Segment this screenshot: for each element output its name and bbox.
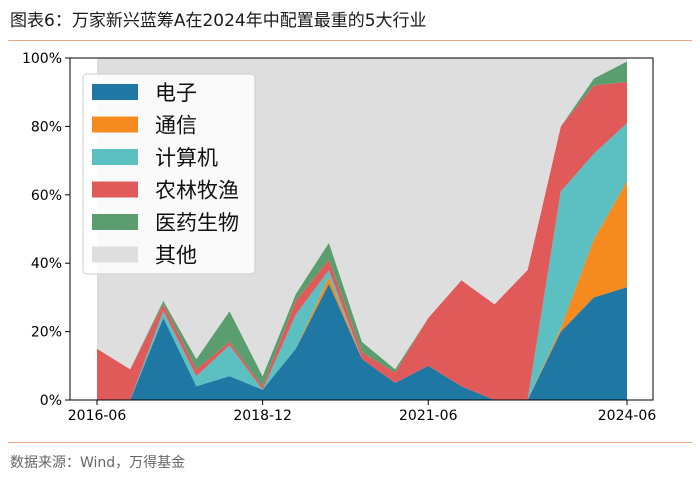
x-tick-label: 2024-06 xyxy=(598,408,657,424)
plot-frame xyxy=(69,57,654,401)
title-divider xyxy=(8,40,692,41)
x-tick-label: 2021-06 xyxy=(399,408,458,424)
legend-label: 电子 xyxy=(155,81,197,105)
legend-swatch xyxy=(92,149,138,165)
legend-swatch xyxy=(92,116,138,133)
legend-label: 其他 xyxy=(155,244,197,268)
y-tick-label: 0% xyxy=(40,393,62,409)
legend-swatch xyxy=(92,84,138,100)
legend-label: 医药生物 xyxy=(155,211,239,235)
chart-title: 图表6：万家新兴蓝筹A在2024年中配置最重的5大行业 xyxy=(10,11,427,31)
legend-swatch xyxy=(92,214,138,230)
legend-swatch xyxy=(92,246,138,263)
legend-label: 计算机 xyxy=(155,146,218,170)
x-tick-label: 2018-12 xyxy=(233,408,292,424)
source-note: 数据来源：Wind，万得基金 xyxy=(10,455,186,471)
legend-label: 农林牧渔 xyxy=(155,179,239,203)
x-axis: 2016-06 2018-12 2021-06 2024-06 xyxy=(68,400,657,424)
y-tick-label: 60% xyxy=(31,188,62,204)
legend-label: 通信 xyxy=(155,114,197,138)
area-农林牧渔 xyxy=(97,81,627,401)
footer-divider xyxy=(8,442,692,443)
y-tick-label: 20% xyxy=(31,325,62,341)
y-axis: 0% 20% 40% 60% 80% 100% xyxy=(22,51,70,409)
area-电子 xyxy=(97,283,627,400)
y-tick-label: 100% xyxy=(22,51,62,67)
y-tick-label: 80% xyxy=(31,119,62,135)
x-tick-label: 2016-06 xyxy=(68,408,127,424)
legend-swatch xyxy=(92,181,138,198)
y-tick-label: 40% xyxy=(31,256,62,272)
